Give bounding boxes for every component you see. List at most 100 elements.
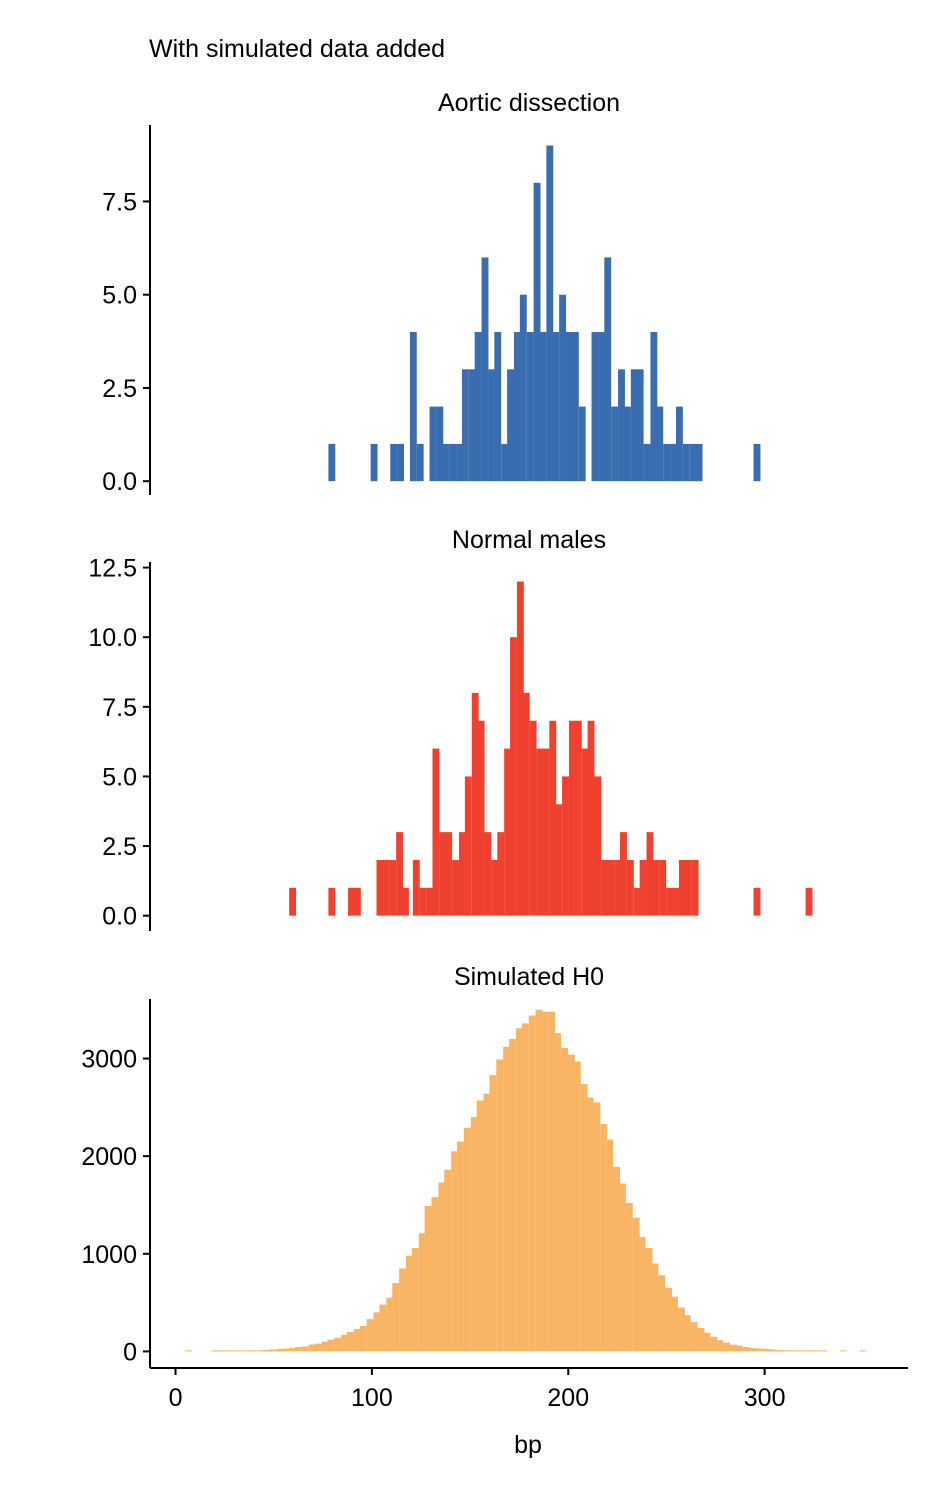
histogram-bar — [504, 748, 512, 916]
histogram-bar — [710, 1336, 718, 1352]
histogram-bar — [561, 1047, 568, 1352]
histogram-bar — [424, 1205, 432, 1352]
histogram-bar — [539, 332, 547, 482]
histogram-bar — [742, 1347, 750, 1352]
histogram-bar — [781, 1350, 788, 1352]
histogram-bar — [405, 1255, 413, 1352]
y-tick-label: 0 — [123, 1338, 137, 1366]
histogram-bar — [606, 1139, 614, 1352]
histogram-bar — [625, 1203, 633, 1352]
histogram-bar — [716, 1340, 724, 1352]
histogram-bar — [568, 720, 576, 916]
histogram-bar — [671, 1296, 678, 1352]
histogram-bar — [684, 859, 692, 916]
histogram-bar — [418, 1233, 426, 1352]
histogram-bar — [386, 1297, 394, 1352]
histogram-bar — [672, 887, 679, 916]
histogram-bar — [658, 1275, 666, 1352]
histogram-bar — [501, 443, 509, 482]
histogram-bar — [237, 1350, 244, 1352]
histogram-bar — [521, 1023, 529, 1352]
histogram-bar — [477, 720, 485, 916]
histogram-bar — [800, 1350, 808, 1352]
histogram-bar — [269, 1349, 277, 1352]
histogram-bar — [607, 859, 615, 916]
y-tick-label: 10.0 — [88, 624, 137, 652]
histogram-bar — [548, 1011, 556, 1352]
histogram-bar — [390, 443, 398, 482]
histogram-bar — [484, 832, 492, 916]
histogram-bars — [185, 1009, 867, 1352]
x-axis: 0 100 200 300 — [150, 1367, 908, 1412]
histogram-bar — [697, 1327, 705, 1352]
histogram-bar — [533, 182, 541, 482]
histogram-bar — [666, 887, 674, 916]
y-tick-label: 5.0 — [102, 282, 137, 310]
histogram-bar — [396, 832, 404, 916]
histogram-bar — [515, 1028, 523, 1352]
histogram-bar — [503, 1046, 511, 1352]
histogram-bar — [626, 859, 634, 916]
histogram-bar — [587, 720, 595, 916]
histogram-bar — [334, 1337, 342, 1352]
histogram-bar — [574, 720, 582, 916]
histogram-bar — [619, 1183, 626, 1352]
histogram-bar — [416, 443, 424, 482]
facet-panel: Aortic dissection 0.0 2.5 5.0 7.5 — [102, 89, 761, 496]
histogram-bar — [510, 637, 517, 916]
histogram-bar — [411, 1247, 419, 1352]
histogram-bar — [670, 443, 677, 482]
histogram-bar — [452, 859, 459, 916]
histogram-bar — [382, 859, 390, 916]
x-tick-label: 100 — [351, 1384, 393, 1412]
histogram-bar — [295, 1347, 302, 1352]
histogram-bar — [379, 1304, 387, 1352]
histogram-bar — [348, 887, 355, 916]
histogram-bar — [522, 692, 530, 916]
histogram-bar — [665, 1287, 673, 1352]
histogram-bar — [691, 859, 699, 916]
histogram-bar — [601, 859, 609, 916]
histogram-bar — [376, 859, 384, 916]
histogram-bar — [807, 1350, 815, 1352]
histogram-bar — [559, 294, 567, 482]
histogram-bar — [620, 832, 627, 916]
histogram-bar — [695, 443, 703, 482]
histogram-bar — [471, 692, 479, 916]
histogram-bar — [536, 748, 544, 916]
histogram-bar — [594, 776, 602, 916]
histogram-bar — [402, 887, 409, 916]
histogram-bar — [611, 406, 619, 482]
histogram-bar — [581, 748, 589, 916]
histogram-bar — [549, 720, 557, 916]
facet-title: Simulated H0 — [454, 963, 604, 991]
histogram-bar — [735, 1345, 743, 1352]
y-tick-label: 7.5 — [102, 188, 137, 216]
histogram-bar — [643, 443, 651, 482]
histogram-bar — [573, 1061, 581, 1352]
histogram-bar — [392, 1283, 400, 1352]
histogram-bar — [347, 1331, 354, 1352]
x-tick-label: 0 — [169, 1384, 183, 1412]
histogram-bar — [282, 1348, 290, 1352]
histogram-bar — [457, 1141, 464, 1352]
histogram-bar — [526, 332, 534, 482]
histogram-bar — [683, 1315, 691, 1352]
histogram-bar — [535, 1009, 543, 1352]
histogram-bar — [507, 369, 514, 482]
histogram-bar — [497, 832, 505, 916]
histogram-bar — [474, 332, 482, 482]
histogram-bar — [663, 443, 671, 482]
histogram-bar — [359, 1326, 367, 1352]
histogram-bar — [439, 832, 447, 916]
histogram-bar — [650, 332, 658, 482]
histogram-bar — [419, 887, 427, 916]
histogram-bar — [321, 1341, 329, 1352]
histogram-bar — [571, 332, 579, 482]
histogram-bars — [289, 581, 813, 916]
histogram-bar — [373, 1312, 381, 1352]
histogram-bar — [753, 887, 761, 916]
histogram-bar — [341, 1334, 349, 1352]
histogram-bar — [775, 1349, 783, 1352]
histogram-bar — [442, 443, 450, 482]
